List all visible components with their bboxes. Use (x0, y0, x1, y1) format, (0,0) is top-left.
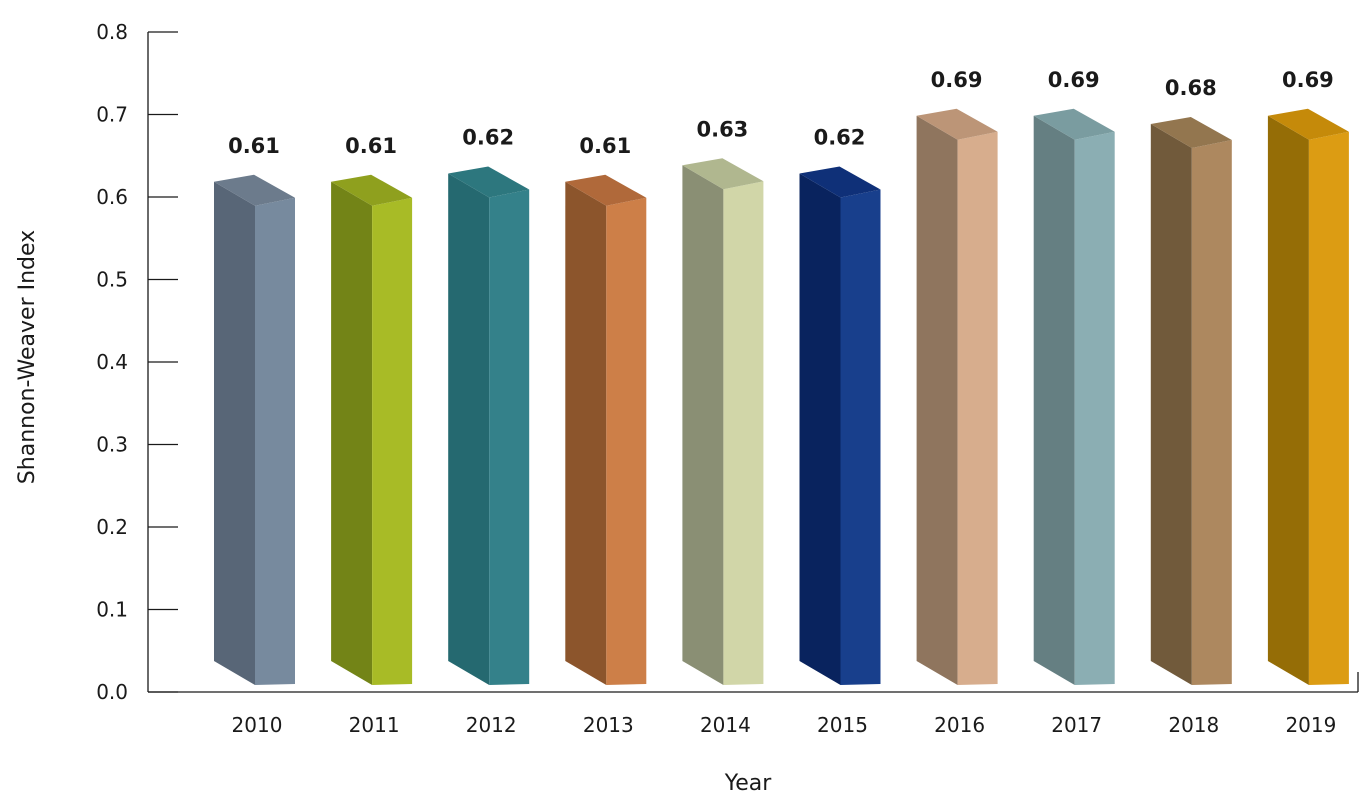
bar-top-face (1267, 108, 1349, 140)
bar-side-face (916, 115, 958, 685)
y-tick-label: 0.3 (96, 433, 128, 457)
x-axis: 2010 2011 2012 2013 2014 2015 2016 2017 2018 2019 (148, 672, 1359, 737)
y-tick-label: 0.2 (96, 515, 128, 539)
x-tick-label-2013: 2013 (583, 713, 634, 737)
x-tick-label-2012: 2012 (466, 713, 517, 737)
data-label-2019: 0.69 (1282, 68, 1334, 92)
data-label-2016: 0.69 (931, 68, 983, 92)
data-label-2013: 0.61 (579, 134, 631, 158)
bar-front-face (840, 189, 881, 685)
data-label-2017: 0.69 (1048, 68, 1100, 92)
data-label-2011: 0.61 (345, 134, 397, 158)
data-label-2018: 0.68 (1165, 76, 1217, 100)
x-tick-label-2014: 2014 (700, 713, 751, 737)
bar-side-face (1033, 115, 1075, 685)
bar-front-face (1308, 131, 1349, 685)
bar-2013 (565, 174, 647, 685)
x-tick-label-2019: 2019 (1285, 713, 1336, 737)
x-tick-label-2017: 2017 (1051, 713, 1102, 737)
y-tick-label: 0.4 (96, 350, 128, 374)
x-tick-label-2011: 2011 (349, 713, 400, 737)
bar-top-face (916, 108, 998, 140)
data-label-2014: 0.63 (696, 117, 748, 141)
bar-2011 (331, 174, 413, 685)
bar-2019 (1267, 108, 1349, 685)
bar-front-face (1191, 140, 1232, 685)
bar-2018 (1150, 117, 1232, 685)
bar-2015 (799, 166, 881, 685)
bar-front-face (957, 131, 998, 685)
data-label-2010: 0.61 (228, 134, 280, 158)
bar-side-face (682, 165, 724, 685)
bar-front-face (723, 181, 764, 685)
bar-front-face (255, 197, 295, 685)
x-axis-title: Year (724, 771, 773, 796)
bar-top-face (799, 166, 881, 198)
bar-2010 (214, 174, 295, 685)
bar-front-face (606, 197, 647, 685)
bar-side-face (331, 181, 373, 685)
y-tick-label: 0.1 (96, 598, 128, 622)
bar-top-face (448, 166, 530, 198)
bar-side-face (799, 173, 841, 685)
y-tick-label: 0.0 (96, 680, 128, 704)
bar-top-face (214, 174, 295, 206)
x-tick-label-2015: 2015 (817, 713, 868, 737)
x-tick-label-2016: 2016 (934, 713, 985, 737)
bar-front-face (372, 197, 413, 685)
y-tick-label: 0.5 (96, 268, 128, 292)
y-axis: 0.0 0.1 0.2 0.3 0.4 0.5 0.6 0.7 0.8 (96, 20, 178, 704)
y-tick-label: 0.6 (96, 185, 128, 209)
bars-group (214, 108, 1349, 685)
bar-top-face (1033, 108, 1115, 140)
bar-2012 (448, 166, 530, 685)
bar-side-face (448, 173, 490, 685)
bar-side-face (565, 181, 607, 685)
data-label-2015: 0.62 (814, 126, 866, 150)
x-tick-label-2018: 2018 (1168, 713, 1219, 737)
x-tick-label-2010: 2010 (232, 713, 283, 737)
y-tick-label: 0.7 (96, 103, 128, 127)
bar-side-face (1150, 124, 1192, 685)
data-label-2012: 0.62 (462, 126, 514, 150)
bar-top-face (331, 174, 413, 206)
bar-2016 (916, 108, 998, 685)
data-labels-group: 0.61 0.61 0.62 0.61 0.63 0.62 0.69 0.69 0.68 0.69 (228, 68, 1334, 158)
y-tick-label: 0.8 (96, 20, 128, 44)
bar-side-face (1267, 115, 1309, 685)
y-axis-title: Shannon-Weaver Index (15, 230, 40, 484)
bar-top-face (682, 158, 764, 190)
bar-top-face (565, 174, 647, 206)
bar-2014 (682, 158, 764, 685)
bar-front-face (1074, 131, 1115, 685)
bar-2017 (1033, 108, 1115, 685)
bar-front-face (489, 189, 530, 685)
bar-side-face (214, 181, 255, 685)
bar-top-face (1150, 117, 1232, 148)
